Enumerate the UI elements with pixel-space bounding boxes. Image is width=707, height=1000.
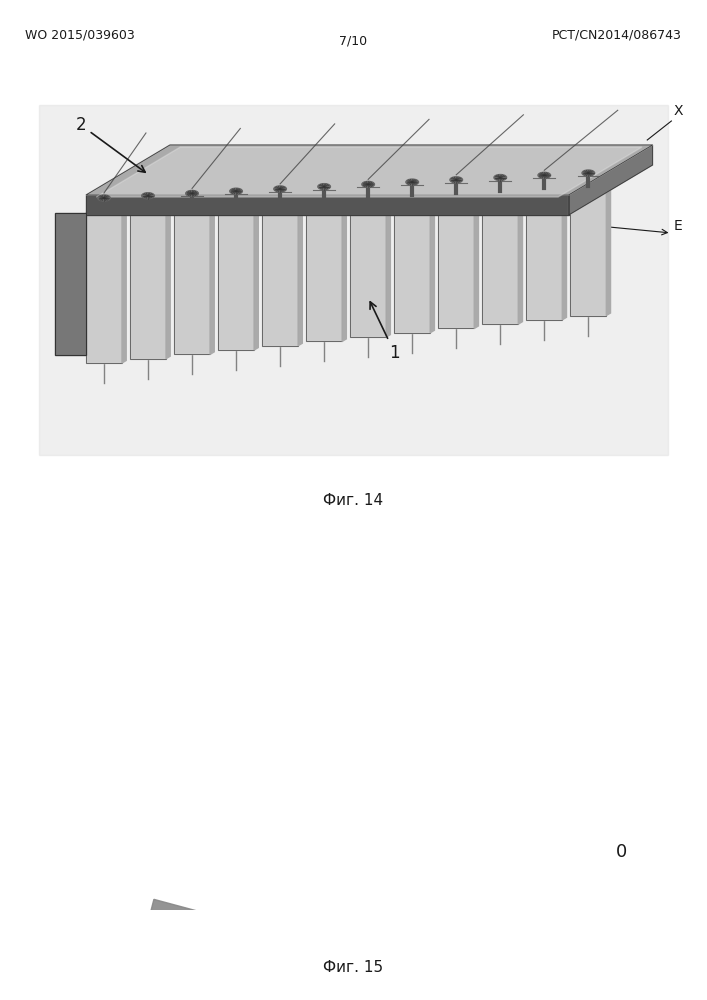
Ellipse shape bbox=[318, 184, 330, 190]
FancyBboxPatch shape bbox=[175, 923, 179, 974]
Polygon shape bbox=[306, 199, 346, 202]
Polygon shape bbox=[86, 211, 126, 213]
Polygon shape bbox=[262, 201, 303, 204]
Polygon shape bbox=[130, 208, 170, 211]
Polygon shape bbox=[96, 147, 642, 197]
Text: PCT/CN2014/086743: PCT/CN2014/086743 bbox=[552, 28, 682, 41]
Text: 2: 2 bbox=[76, 116, 145, 172]
FancyBboxPatch shape bbox=[174, 923, 178, 974]
FancyBboxPatch shape bbox=[171, 923, 175, 974]
Polygon shape bbox=[571, 188, 607, 316]
Polygon shape bbox=[298, 201, 303, 346]
FancyBboxPatch shape bbox=[168, 956, 173, 1000]
FancyBboxPatch shape bbox=[158, 986, 178, 1000]
FancyBboxPatch shape bbox=[166, 956, 170, 1000]
Text: Фиг. 15: Фиг. 15 bbox=[323, 960, 383, 975]
Text: 7/10: 7/10 bbox=[339, 35, 367, 48]
Ellipse shape bbox=[494, 175, 506, 181]
Polygon shape bbox=[474, 192, 479, 328]
Polygon shape bbox=[86, 145, 653, 195]
Polygon shape bbox=[438, 195, 474, 328]
Ellipse shape bbox=[141, 193, 154, 199]
Polygon shape bbox=[395, 195, 434, 197]
FancyBboxPatch shape bbox=[160, 989, 165, 1000]
Polygon shape bbox=[218, 206, 254, 350]
Text: X: X bbox=[674, 104, 683, 118]
Polygon shape bbox=[431, 195, 434, 333]
Polygon shape bbox=[130, 211, 166, 359]
Polygon shape bbox=[568, 145, 653, 215]
Polygon shape bbox=[86, 195, 568, 215]
Polygon shape bbox=[174, 208, 210, 354]
FancyBboxPatch shape bbox=[170, 920, 189, 978]
Polygon shape bbox=[210, 206, 214, 354]
Text: E: E bbox=[674, 219, 682, 233]
Polygon shape bbox=[350, 199, 386, 337]
Ellipse shape bbox=[230, 188, 243, 194]
FancyBboxPatch shape bbox=[170, 923, 175, 974]
Text: Фиг. 14: Фиг. 14 bbox=[323, 493, 383, 508]
Polygon shape bbox=[482, 190, 522, 193]
Polygon shape bbox=[395, 197, 431, 333]
FancyBboxPatch shape bbox=[165, 956, 170, 1000]
Polygon shape bbox=[306, 202, 342, 341]
Ellipse shape bbox=[161, 919, 189, 925]
FancyBboxPatch shape bbox=[167, 956, 172, 1000]
FancyBboxPatch shape bbox=[173, 923, 177, 974]
Ellipse shape bbox=[450, 177, 462, 183]
Polygon shape bbox=[342, 199, 346, 341]
Text: 0: 0 bbox=[616, 843, 627, 861]
Text: WO 2015/039603: WO 2015/039603 bbox=[25, 28, 135, 41]
Polygon shape bbox=[174, 206, 214, 208]
FancyBboxPatch shape bbox=[165, 956, 169, 1000]
Ellipse shape bbox=[150, 984, 177, 991]
Polygon shape bbox=[518, 190, 522, 324]
FancyBboxPatch shape bbox=[163, 989, 168, 1000]
Polygon shape bbox=[86, 213, 122, 363]
Text: 1: 1 bbox=[0, 999, 1, 1000]
Polygon shape bbox=[254, 204, 258, 350]
Ellipse shape bbox=[162, 951, 197, 963]
Polygon shape bbox=[350, 197, 390, 199]
Polygon shape bbox=[54, 213, 86, 355]
Ellipse shape bbox=[538, 172, 551, 178]
Ellipse shape bbox=[145, 982, 192, 998]
Polygon shape bbox=[607, 186, 611, 316]
Polygon shape bbox=[562, 188, 566, 320]
Ellipse shape bbox=[582, 170, 595, 176]
Ellipse shape bbox=[154, 951, 182, 958]
FancyBboxPatch shape bbox=[172, 923, 177, 974]
FancyBboxPatch shape bbox=[164, 956, 168, 1000]
Polygon shape bbox=[122, 211, 126, 363]
Polygon shape bbox=[218, 204, 258, 206]
Polygon shape bbox=[133, 899, 279, 1000]
Ellipse shape bbox=[406, 179, 419, 185]
FancyBboxPatch shape bbox=[39, 105, 668, 455]
FancyBboxPatch shape bbox=[163, 952, 183, 1000]
FancyBboxPatch shape bbox=[160, 989, 165, 1000]
Ellipse shape bbox=[156, 983, 190, 995]
Ellipse shape bbox=[150, 949, 196, 965]
Polygon shape bbox=[262, 204, 298, 346]
Polygon shape bbox=[526, 190, 562, 320]
FancyBboxPatch shape bbox=[163, 989, 167, 1000]
FancyBboxPatch shape bbox=[159, 989, 164, 1000]
Polygon shape bbox=[571, 186, 611, 188]
Polygon shape bbox=[386, 197, 390, 337]
Ellipse shape bbox=[274, 186, 286, 192]
Text: 1: 1 bbox=[370, 302, 399, 362]
Polygon shape bbox=[482, 193, 518, 324]
Ellipse shape bbox=[362, 181, 375, 187]
Polygon shape bbox=[526, 188, 566, 190]
Text: 1: 1 bbox=[0, 999, 1, 1000]
Text: 2: 2 bbox=[0, 999, 1, 1000]
Ellipse shape bbox=[186, 190, 199, 196]
Polygon shape bbox=[166, 208, 170, 359]
Ellipse shape bbox=[156, 916, 203, 932]
FancyBboxPatch shape bbox=[162, 989, 166, 1000]
Polygon shape bbox=[438, 192, 479, 195]
Ellipse shape bbox=[98, 195, 110, 201]
